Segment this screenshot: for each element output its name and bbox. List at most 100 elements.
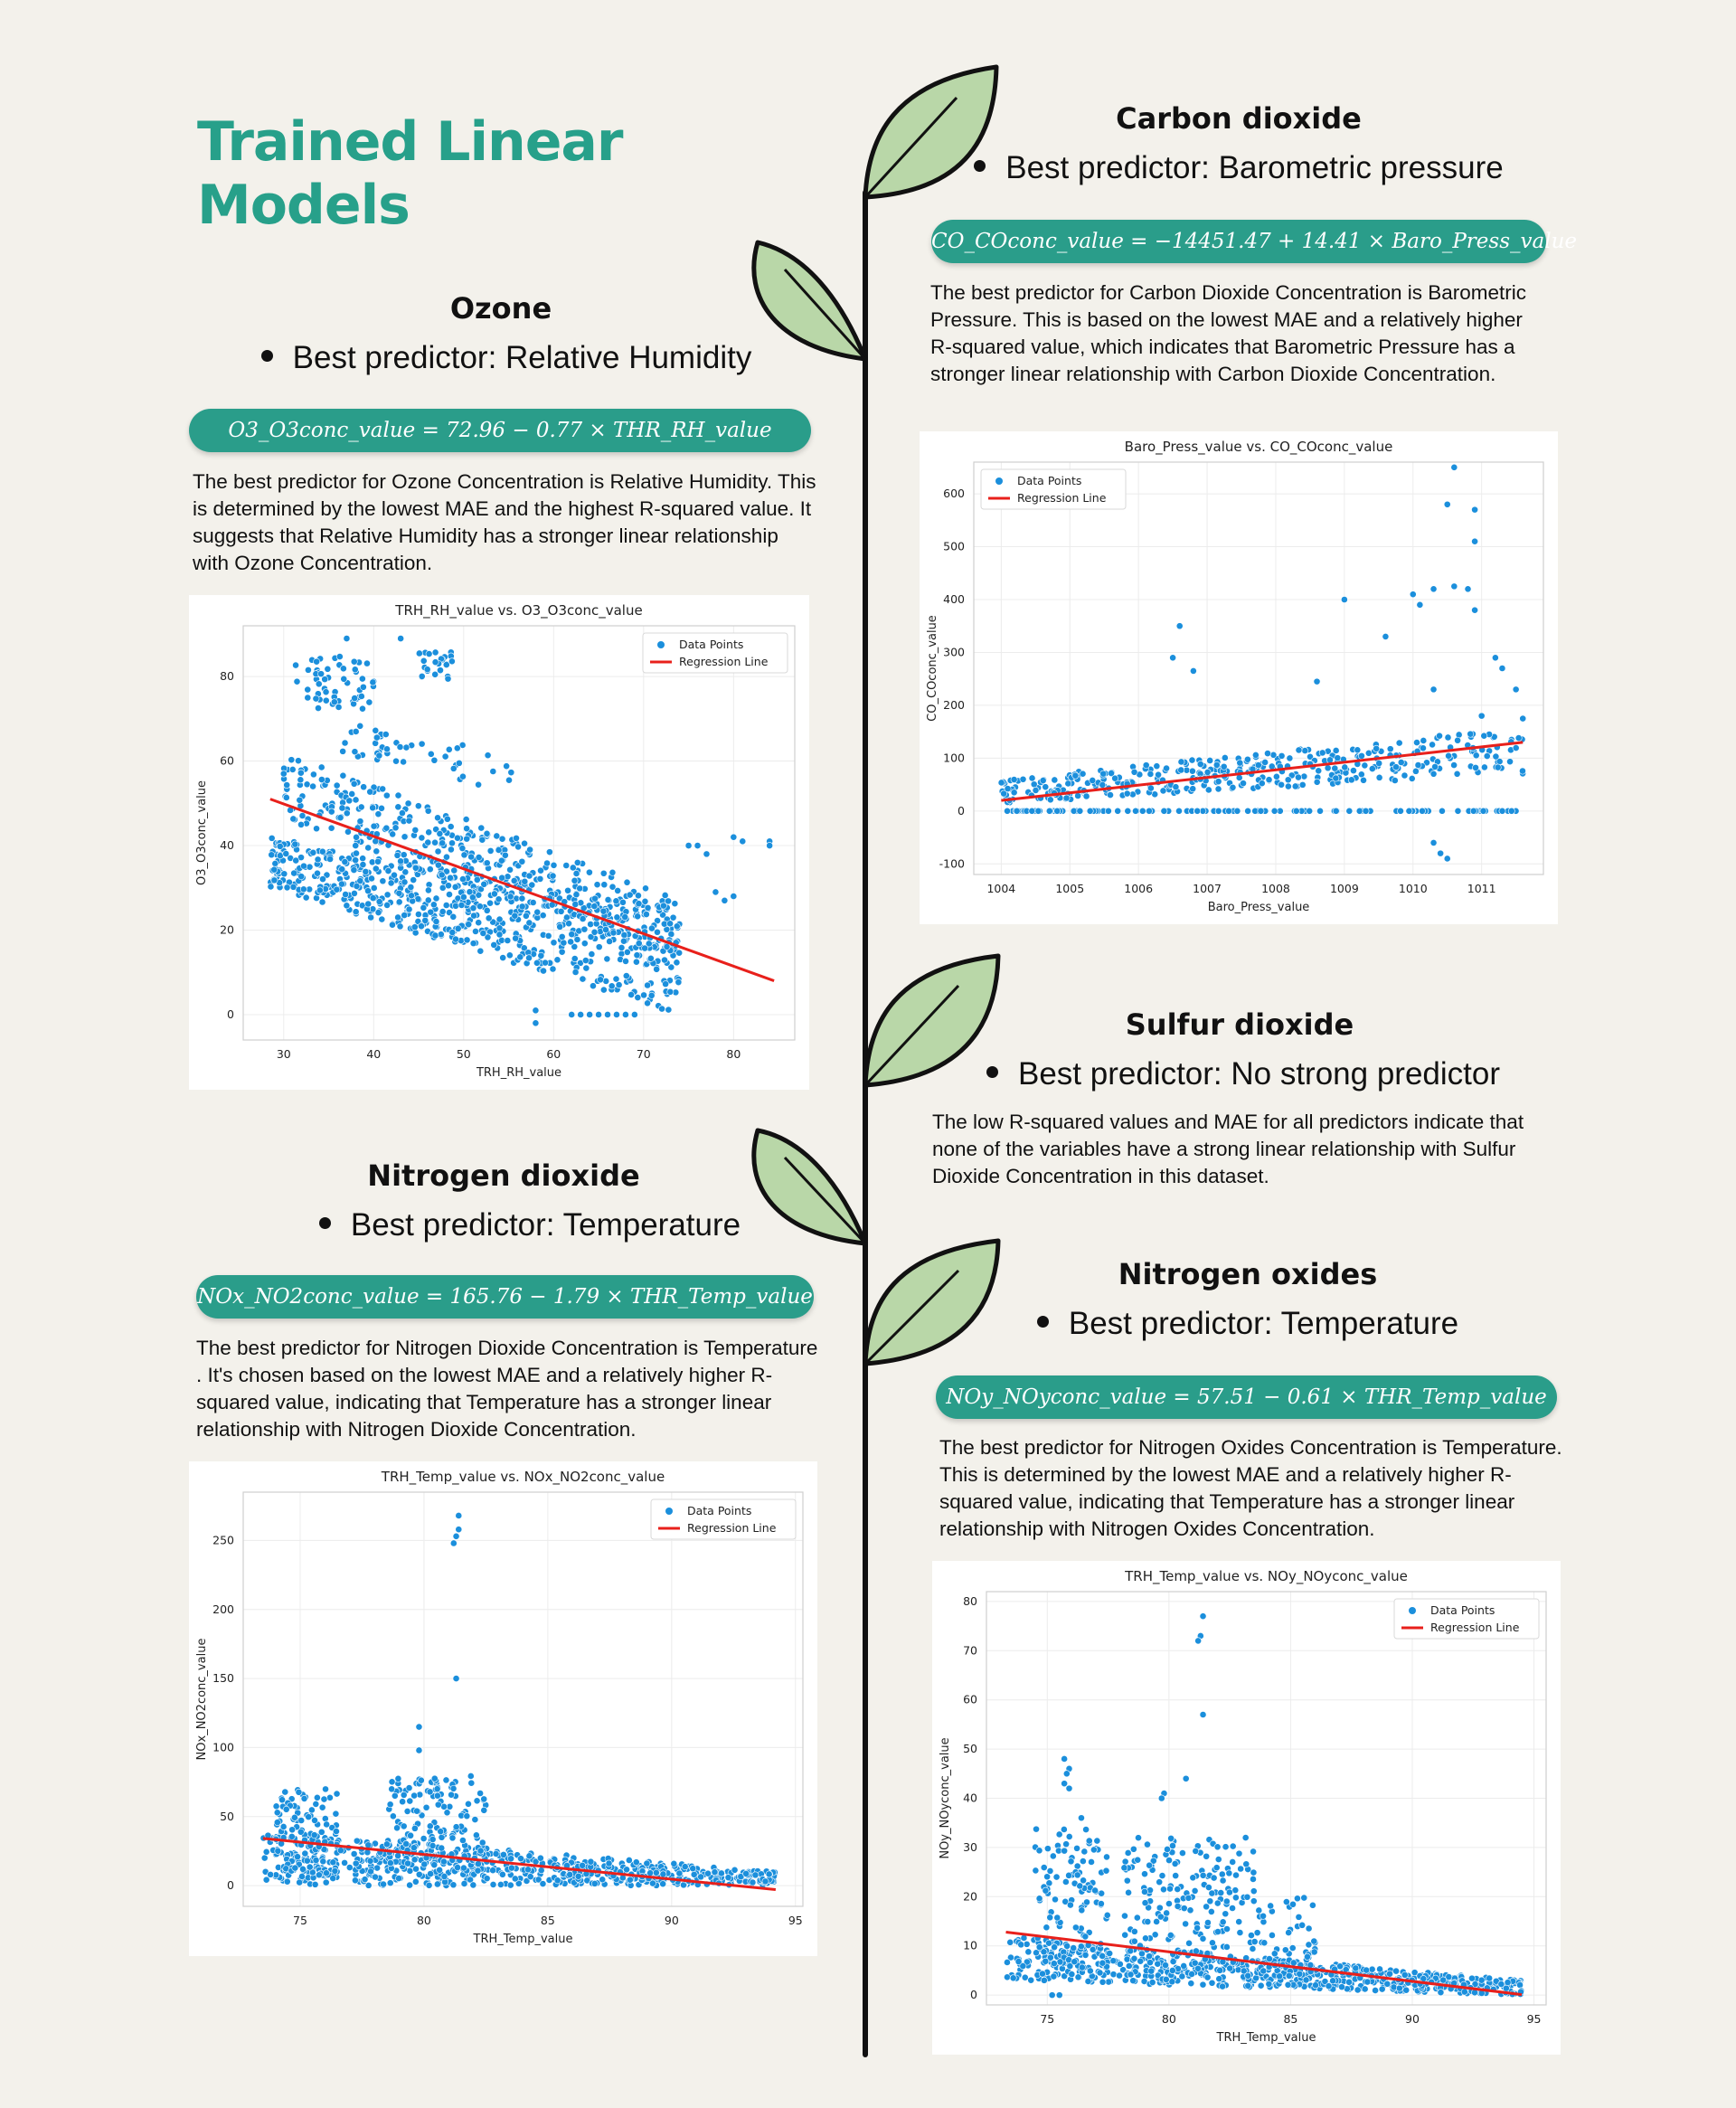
data-point bbox=[1009, 1974, 1017, 1982]
data-point bbox=[647, 991, 656, 999]
data-point bbox=[386, 1879, 394, 1887]
data-point bbox=[1378, 1985, 1386, 1993]
data-point bbox=[1340, 596, 1348, 603]
data-point bbox=[1292, 807, 1300, 815]
data-point bbox=[1004, 1959, 1011, 1966]
data-point bbox=[1159, 787, 1167, 795]
data-point bbox=[1116, 1971, 1123, 1980]
bullet-dot bbox=[318, 1217, 331, 1230]
data-point bbox=[300, 862, 307, 870]
data-point bbox=[336, 1847, 344, 1855]
data-point bbox=[1363, 1966, 1371, 1974]
data-point bbox=[438, 1844, 446, 1852]
data-point bbox=[490, 941, 498, 949]
data-point bbox=[642, 911, 650, 918]
data-point bbox=[1431, 763, 1439, 770]
y-tick-label: 60 bbox=[963, 1693, 977, 1706]
data-point bbox=[640, 991, 647, 999]
data-point bbox=[1243, 1893, 1251, 1901]
data-point bbox=[367, 913, 375, 922]
legend-label-points: Data Points bbox=[1430, 1603, 1495, 1617]
data-point bbox=[442, 661, 450, 668]
data-point bbox=[1035, 1943, 1043, 1952]
data-point bbox=[703, 850, 711, 858]
data-point bbox=[467, 1779, 476, 1787]
data-point bbox=[582, 964, 590, 972]
data-point bbox=[338, 880, 345, 888]
data-point bbox=[558, 948, 566, 956]
data-point bbox=[1214, 1856, 1222, 1863]
data-point bbox=[459, 893, 467, 901]
data-point bbox=[351, 666, 359, 674]
data-point bbox=[1241, 1834, 1250, 1841]
data-point bbox=[506, 865, 514, 874]
no2-formula: NOx_NO2conc_value = 165.76 − 1.79 × THR_… bbox=[196, 1275, 814, 1319]
data-point bbox=[579, 1861, 587, 1869]
bullet-dot bbox=[974, 160, 986, 173]
data-point bbox=[1265, 776, 1273, 784]
data-point bbox=[1051, 776, 1059, 784]
data-point bbox=[460, 851, 468, 859]
data-point bbox=[1278, 752, 1286, 760]
data-point bbox=[1250, 1897, 1258, 1905]
data-point bbox=[1354, 1986, 1362, 1994]
data-point bbox=[641, 897, 649, 905]
data-point bbox=[425, 650, 433, 657]
data-point bbox=[1158, 1872, 1166, 1879]
data-point bbox=[587, 921, 595, 928]
data-point bbox=[1189, 1874, 1197, 1882]
data-point bbox=[1050, 1972, 1058, 1980]
data-point bbox=[1286, 754, 1294, 762]
data-point bbox=[397, 857, 404, 865]
data-point bbox=[1061, 1972, 1069, 1980]
data-point bbox=[1295, 773, 1302, 781]
data-point bbox=[511, 912, 519, 920]
no2-title: Nitrogen dioxide bbox=[367, 1158, 640, 1193]
data-point bbox=[1203, 1903, 1211, 1911]
data-point bbox=[1155, 770, 1162, 779]
x-tick-label: 85 bbox=[541, 1914, 555, 1927]
data-point bbox=[352, 842, 360, 849]
data-point bbox=[1046, 1914, 1054, 1922]
data-point bbox=[320, 1795, 328, 1803]
data-point bbox=[1194, 1924, 1202, 1932]
data-point bbox=[1185, 1939, 1193, 1947]
data-point bbox=[453, 744, 461, 752]
data-point bbox=[550, 861, 558, 869]
data-point bbox=[1180, 1905, 1188, 1913]
data-point bbox=[1358, 752, 1365, 760]
data-point bbox=[654, 928, 661, 936]
data-point bbox=[1102, 1867, 1110, 1875]
data-point bbox=[383, 891, 392, 899]
data-point bbox=[1464, 585, 1472, 593]
data-point bbox=[526, 846, 533, 854]
data-point bbox=[1010, 776, 1018, 783]
data-point bbox=[365, 698, 373, 706]
data-point bbox=[299, 1865, 307, 1873]
data-point bbox=[1235, 1849, 1243, 1857]
data-point bbox=[267, 883, 275, 891]
data-point bbox=[477, 824, 486, 832]
data-point bbox=[1120, 1864, 1128, 1872]
data-point bbox=[1129, 1845, 1137, 1853]
data-point bbox=[1091, 1886, 1099, 1895]
data-point bbox=[599, 907, 608, 915]
data-point bbox=[469, 940, 477, 948]
y-tick-label: 200 bbox=[943, 698, 965, 712]
data-point bbox=[495, 924, 504, 932]
data-point bbox=[339, 665, 347, 673]
data-point bbox=[585, 868, 593, 876]
data-point bbox=[1429, 585, 1438, 593]
data-point bbox=[1157, 1794, 1165, 1802]
data-point bbox=[1172, 783, 1180, 791]
data-point bbox=[666, 920, 675, 928]
data-point bbox=[341, 858, 349, 865]
bullet-dot bbox=[1036, 1316, 1049, 1328]
data-point bbox=[503, 762, 511, 770]
data-point bbox=[514, 1879, 523, 1887]
data-point bbox=[359, 861, 367, 868]
data-point bbox=[544, 931, 552, 940]
data-point bbox=[1284, 782, 1292, 790]
data-point bbox=[1218, 1870, 1226, 1878]
data-point bbox=[1121, 1857, 1129, 1866]
